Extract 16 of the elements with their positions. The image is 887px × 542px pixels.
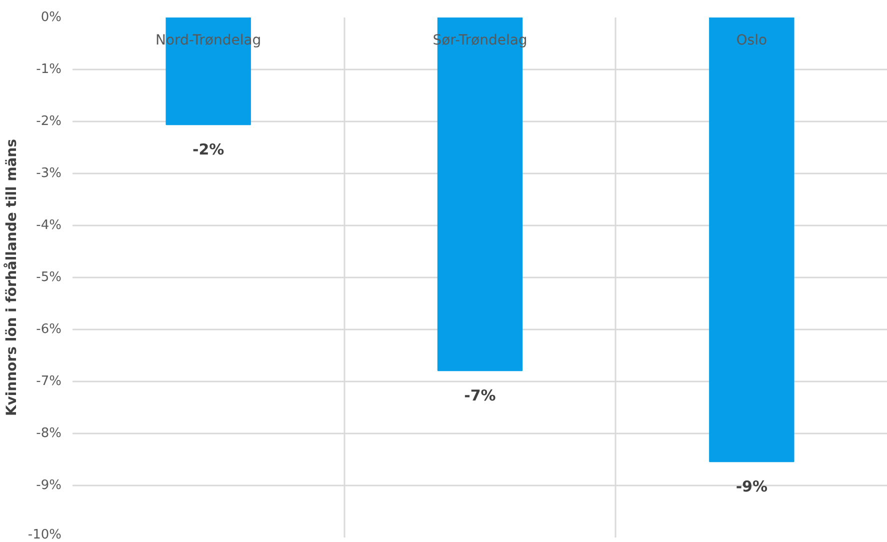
y-tick-label: -1% — [36, 62, 62, 77]
data-label: -2% — [192, 140, 224, 159]
y-tick-label: -9% — [36, 478, 62, 493]
y-tick-label: -6% — [36, 322, 62, 337]
y-tick-label: -7% — [36, 374, 62, 389]
y-tick-label: -5% — [36, 270, 62, 285]
y-tick-label: -3% — [36, 166, 62, 181]
y-tick-label: -4% — [36, 218, 62, 233]
x-tick-label: Oslo — [736, 32, 768, 48]
y-tick-label: -2% — [36, 114, 62, 129]
data-label: -7% — [464, 386, 496, 405]
y-tick-label: -10% — [28, 528, 62, 542]
y-tick-label: -8% — [36, 426, 62, 441]
y-tick-label: 0% — [40, 10, 62, 25]
y-axis-title: Kvinnors lön i förhållande till mäns — [2, 138, 20, 416]
data-label: -9% — [736, 478, 768, 496]
